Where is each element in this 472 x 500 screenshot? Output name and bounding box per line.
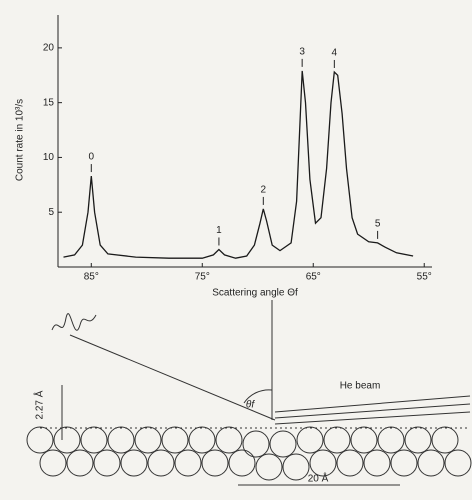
beam-line bbox=[274, 395, 471, 413]
peak-label: 0 bbox=[89, 152, 95, 163]
atom bbox=[39, 449, 67, 477]
beam-line bbox=[274, 403, 471, 419]
peak-label: 1 bbox=[216, 225, 222, 236]
atom bbox=[188, 426, 216, 454]
atom bbox=[377, 426, 405, 454]
x-axis-label: Scattering angle Θf bbox=[212, 288, 298, 299]
beam-line bbox=[274, 411, 471, 425]
atom bbox=[134, 426, 162, 454]
atom bbox=[363, 449, 391, 477]
angle-arc bbox=[243, 389, 273, 404]
beam-label: He beam bbox=[340, 381, 381, 392]
x-tick-label: 75° bbox=[195, 272, 210, 283]
atom bbox=[120, 449, 148, 477]
peak-label: 3 bbox=[299, 47, 305, 58]
width-label: 20 Å bbox=[308, 472, 329, 485]
spectrum-line bbox=[63, 70, 414, 259]
angle-label: θf bbox=[246, 400, 255, 411]
x-tick-label: 65° bbox=[306, 272, 321, 283]
atom bbox=[323, 426, 351, 454]
atom bbox=[336, 449, 364, 477]
atom bbox=[228, 449, 256, 477]
y-tick-label: 10 bbox=[43, 152, 55, 163]
y-axis-label: Count rate in 10³/s bbox=[15, 99, 26, 181]
atom bbox=[431, 426, 459, 454]
surface-diagram: θf He beam 2.27 Å 20 Å bbox=[26, 300, 472, 486]
height-label: 2.27 Å bbox=[33, 390, 46, 419]
peak-label: 4 bbox=[332, 48, 338, 59]
atom bbox=[242, 430, 270, 458]
atom bbox=[296, 426, 324, 454]
atom bbox=[80, 426, 108, 454]
atom bbox=[350, 426, 378, 454]
atom bbox=[93, 449, 121, 477]
atom bbox=[161, 426, 189, 454]
atom bbox=[53, 426, 81, 454]
atom bbox=[215, 426, 243, 454]
atom bbox=[309, 449, 337, 477]
squiggle bbox=[51, 313, 97, 331]
atom bbox=[26, 426, 54, 454]
y-tick-label: 5 bbox=[48, 207, 54, 218]
y-tick-label: 20 bbox=[43, 43, 55, 54]
atom bbox=[390, 449, 418, 477]
atom bbox=[255, 453, 283, 481]
peak-label: 5 bbox=[375, 219, 381, 230]
scattered-beam bbox=[69, 334, 276, 421]
atom bbox=[282, 453, 310, 481]
peak-label: 2 bbox=[261, 185, 267, 196]
x-tick-label: 85° bbox=[84, 272, 99, 283]
atom bbox=[404, 426, 432, 454]
atom bbox=[174, 449, 202, 477]
atom bbox=[147, 449, 175, 477]
atom bbox=[107, 426, 135, 454]
atom bbox=[269, 430, 297, 458]
x-tick-label: 55° bbox=[417, 272, 432, 283]
atom bbox=[444, 449, 472, 477]
atom bbox=[66, 449, 94, 477]
atom bbox=[201, 449, 229, 477]
atom bbox=[417, 449, 445, 477]
y-tick-label: 15 bbox=[43, 97, 55, 108]
